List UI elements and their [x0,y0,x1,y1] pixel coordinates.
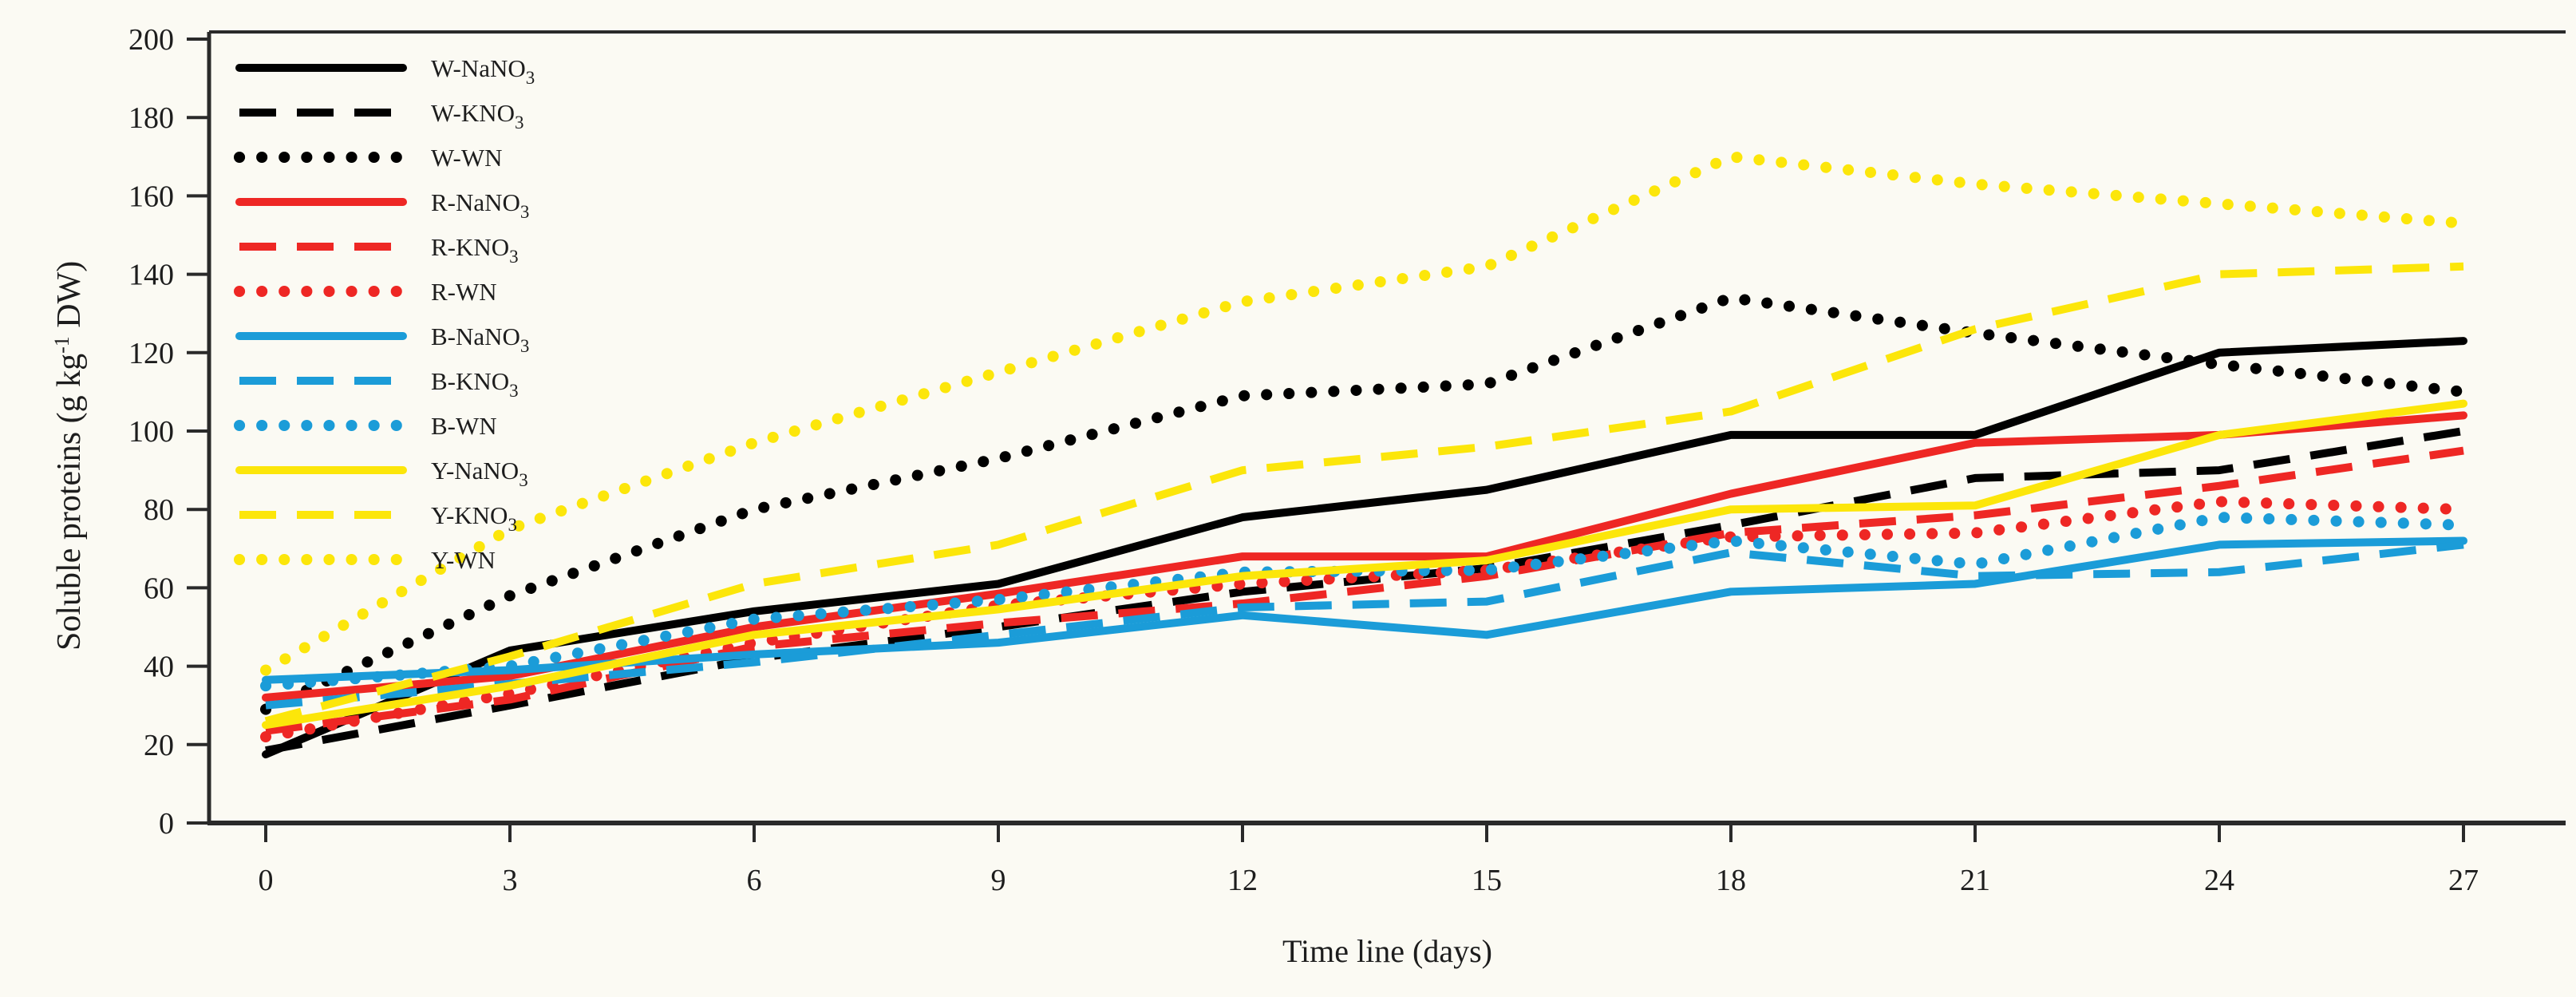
legend-label-y-nano3: Y-NaNO3 [431,457,528,490]
y-axis-title: Soluble proteins (g kg-1 DW) [50,261,88,651]
legend-label-w-nano3: W-NaNO3 [431,54,535,88]
x-tick-label: 12 [1227,864,1258,897]
x-axis-title: Time line (days) [1282,933,1492,969]
y-tick-label: 60 [144,572,174,605]
legend-label-r-kno3: R-KNO3 [431,233,519,267]
series-line-w-wn [260,292,2469,715]
legend-label-y-wn: Y-WN [431,546,496,574]
x-tick-label: 18 [1716,864,1746,897]
y-tick-label: 200 [128,23,174,57]
series-line-w-nano3 [262,337,2467,759]
y-tick-label: 80 [144,493,174,527]
y-tick-label: 100 [128,415,174,449]
x-tick-label: 0 [259,864,274,897]
legend-label-b-kno3: B-KNO3 [431,367,519,401]
y-tick-label: 160 [128,180,174,213]
x-tick-label: 6 [747,864,762,897]
y-tick-label: 180 [128,101,174,135]
legend-label-y-kno3: Y-KNO3 [431,501,517,535]
y-tick-label: 20 [144,729,174,762]
y-tick-label: 120 [128,337,174,370]
x-tick-label: 9 [991,864,1006,897]
x-tick-label: 3 [503,864,518,897]
legend-label-r-wn: R-WN [431,278,497,306]
series-line-r-nano3 [262,411,2467,702]
legend-label-w-kno3: W-KNO3 [431,99,524,133]
legend-label-b-nano3: B-NaNO3 [431,322,529,356]
y-tick-label: 140 [128,259,174,292]
legend-label-w-wn: W-WN [431,144,503,172]
series-line-b-wn [260,512,2469,692]
series-line-b-kno3 [265,540,2464,710]
x-tick-label: 27 [2448,864,2479,897]
series-line-y-kno3 [264,262,2464,726]
y-tick-label: 0 [159,807,174,841]
x-tick-label: 15 [1472,864,1502,897]
series-line-y-wn [260,151,2469,676]
legend-label-r-nano3: R-NaNO3 [431,188,529,222]
series-line-r-kno3 [265,446,2464,735]
legend-label-b-wn: B-WN [431,412,497,440]
series-line-y-nano3 [262,399,2467,730]
y-tick-label: 40 [144,651,174,684]
x-tick-label: 21 [1960,864,1990,897]
x-tick-label: 24 [2204,864,2234,897]
